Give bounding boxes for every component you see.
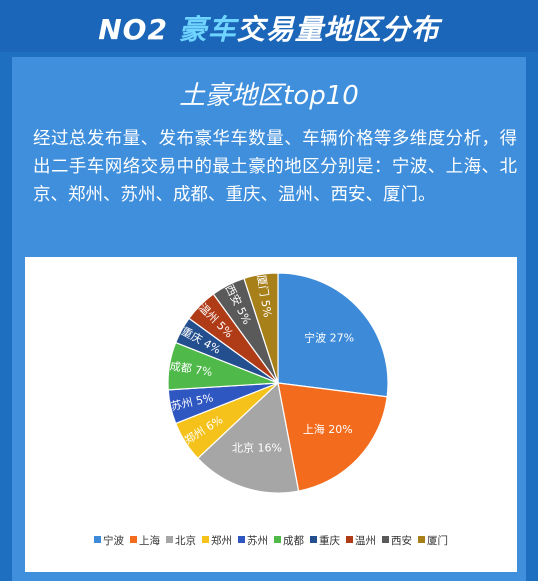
page-title: NO2 豪车交易量地区分布 (0, 8, 538, 48)
content-panel: 土豪地区top10 经过总发布量、发布豪华车数量、车辆价格等多维度分析，得出二手… (12, 57, 526, 581)
legend-item-9: 西安 (382, 533, 412, 548)
legend-swatch-8 (346, 536, 353, 543)
legend-label-10: 厦门 (427, 535, 448, 547)
page-header: NO2 豪车交易量地区分布 (0, 0, 538, 52)
legend-item-6: 成都 (274, 533, 304, 548)
legend-swatch-7 (310, 536, 317, 543)
chart-card: 宁波 27% 上海 20% 北京 16% 郑州 6% 苏州 5% 成都 7% 重庆 4% 温州… (25, 257, 517, 572)
title-accent: 豪车 (178, 13, 237, 46)
legend-swatch-10 (418, 536, 425, 543)
legend-item-3: 北京 (166, 533, 196, 548)
slice-label-10: 厦门 5% (254, 274, 275, 319)
legend-item-4: 郑州 (202, 533, 232, 548)
panel-description: 经过总发布量、发布豪华车数量、车辆价格等多维度分析，得出二手车网络交易中的最土豪… (33, 129, 517, 205)
legend-item-2: 上海 (130, 533, 160, 548)
legend-label-8: 温州 (355, 535, 376, 547)
legend-swatch-9 (382, 536, 389, 543)
legend-label-9: 西安 (391, 535, 412, 547)
pie-slice-1 (277, 272, 389, 398)
legend-swatch-1 (94, 536, 101, 543)
legend-label-3: 北京 (175, 535, 196, 547)
legend-item-1: 宁波 (94, 533, 124, 548)
legend-swatch-6 (274, 536, 281, 543)
legend-swatch-2 (130, 536, 137, 543)
pie-slice-10 (243, 272, 279, 384)
pie-chart: 宁波 27%上海 20%北京 16%郑州 6%苏州 5%成都 7%重庆 4%温州… (167, 272, 389, 494)
slice-label-2: 上海 20% (303, 422, 353, 436)
legend-item-10: 厦门 (418, 533, 448, 548)
legend-label-6: 成都 (283, 535, 304, 547)
legend-item-5: 苏州 (238, 533, 268, 548)
legend-swatch-5 (238, 536, 245, 543)
slice-label-1: 宁波 27% (304, 330, 354, 344)
legend-item-8: 温州 (346, 533, 376, 548)
legend-label-4: 郑州 (211, 535, 232, 547)
legend-swatch-4 (202, 536, 209, 543)
title-prefix: NO2 (98, 13, 179, 46)
pie-slice-3 (196, 381, 300, 494)
legend-swatch-3 (166, 536, 173, 543)
slice-label-3: 北京 16% (232, 440, 282, 454)
pie-slice-2 (277, 382, 388, 492)
legend-label-2: 上海 (139, 535, 160, 547)
legend-label-7: 重庆 (319, 535, 340, 547)
panel-title: 土豪地区top10 (179, 81, 359, 111)
legend-item-7: 重庆 (310, 533, 340, 548)
legend-label-5: 苏州 (247, 535, 268, 547)
legend-label-1: 宁波 (103, 535, 124, 547)
chart-legend: 宁波 上海 北京 郑州 苏州 成都 重庆 温州 西安 厦门 (25, 533, 517, 548)
title-rest: 交易量地区分布 (236, 13, 440, 46)
